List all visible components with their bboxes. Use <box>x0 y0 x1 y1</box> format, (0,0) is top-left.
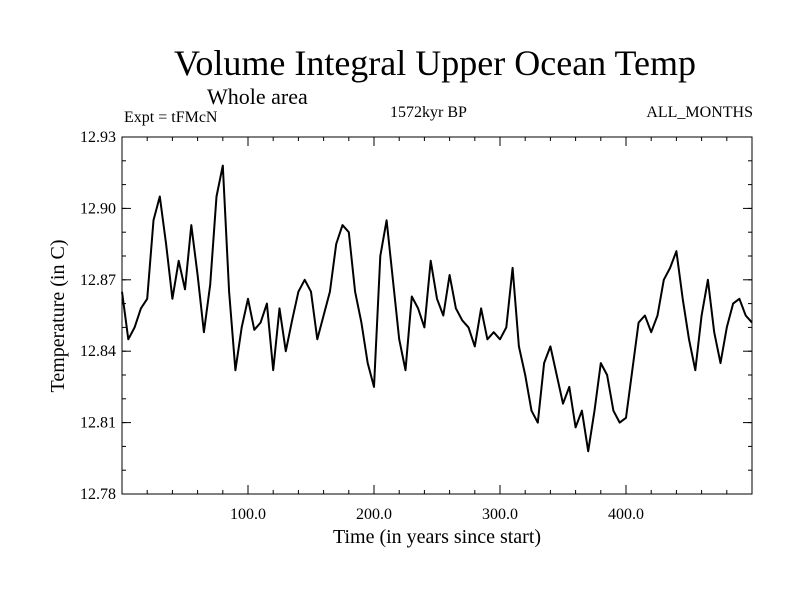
y-tick-label: 12.84 <box>80 343 116 360</box>
axis-tick-labels: 12.78 12.81 12.84 12.87 12.90 12.93 100.0 200.0… <box>80 129 644 523</box>
experiment-label: Expt = tFMcN <box>124 109 218 126</box>
x-tick-label: 100.0 <box>230 506 266 523</box>
x-axis-label: Time (in years since start) <box>333 526 541 548</box>
series-line <box>121 164 753 453</box>
plot-frame <box>121 136 753 495</box>
chart-title: Volume Integral Upper Ocean Temp <box>174 43 696 83</box>
y-tick-label: 12.90 <box>80 200 116 217</box>
y-tick-label: 12.81 <box>80 415 116 432</box>
months-label: ALL_MONTHS <box>646 104 753 121</box>
chart-subtitle: Whole area <box>207 84 308 109</box>
y-tick-label: 12.93 <box>80 129 116 146</box>
period-label: 1572kyr BP <box>390 104 467 121</box>
x-tick-label: 300.0 <box>482 506 518 523</box>
x-tick-label: 200.0 <box>356 506 392 523</box>
y-tick-label: 12.78 <box>80 486 116 503</box>
y-axis-label: Temperature (in C) <box>47 240 69 393</box>
y-tick-label: 12.87 <box>80 272 116 289</box>
x-tick-label: 400.0 <box>608 506 644 523</box>
